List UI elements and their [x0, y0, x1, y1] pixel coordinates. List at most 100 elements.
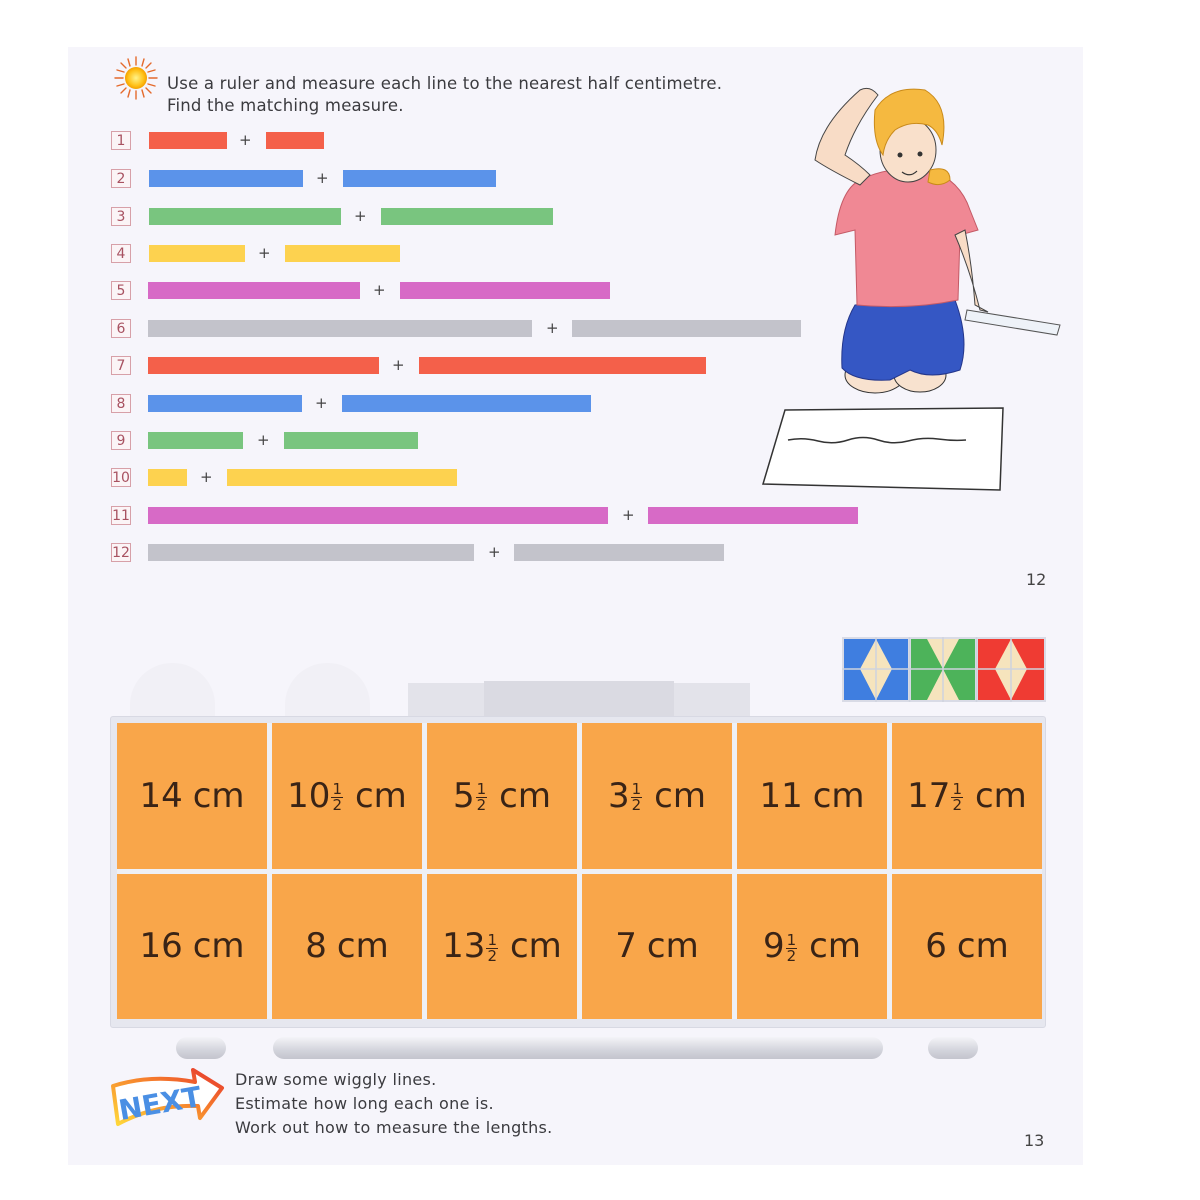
answer-card[interactable]: 8 cm — [272, 873, 422, 1019]
answer-card[interactable]: 6 cm — [892, 873, 1042, 1019]
answer-card-grid: 14 cm 10 1 2 cm 5 1 2 cm 3 1 2 cm 11 cm 17 1 2 cm 16 cm 8 cm 13 1… — [117, 723, 1042, 1019]
fraction-denominator: 2 — [952, 796, 962, 815]
question-number: 12 — [111, 543, 131, 562]
card-unit: cm — [336, 926, 389, 967]
measure-line-a — [148, 357, 379, 374]
plus-sign: + — [258, 244, 271, 262]
instruction-line: Find the matching measure. — [167, 96, 404, 115]
plus-sign: + — [316, 169, 329, 187]
measure-line-b — [342, 395, 591, 412]
measure-line-b — [400, 282, 610, 299]
fraction-numerator: 1 — [630, 780, 643, 799]
answer-card[interactable]: 17 1 2 cm — [892, 723, 1042, 869]
card-unit: cm — [499, 775, 551, 816]
question-number: 5 — [111, 281, 131, 300]
answer-card[interactable]: 10 1 2 cm — [272, 723, 422, 869]
fraction-numerator: 1 — [475, 780, 488, 799]
card-whole-number: 16 — [139, 926, 183, 967]
card-unit: cm — [646, 926, 699, 967]
card-whole-number: 6 — [925, 926, 947, 967]
card-unit: cm — [974, 775, 1027, 816]
card-whole-number: 17 — [907, 775, 951, 816]
plus-sign: + — [373, 281, 386, 299]
answer-card[interactable]: 16 cm — [117, 873, 267, 1019]
page-number-bottom: 13 — [1024, 1131, 1045, 1150]
card-unit: cm — [812, 775, 865, 816]
answer-card[interactable]: 14 cm — [117, 723, 267, 869]
card-unit: cm — [509, 926, 562, 967]
measure-line-b — [266, 132, 324, 149]
question-number: 10 — [111, 468, 131, 487]
measure-line-b — [343, 170, 496, 187]
fraction-numerator: 1 — [785, 930, 798, 949]
plus-sign: + — [257, 431, 270, 449]
question-number: 11 — [111, 506, 131, 525]
measure-line-b — [419, 357, 706, 374]
page-number-top: 12 — [1026, 570, 1047, 589]
measure-line-a — [148, 395, 302, 412]
fraction-numerator: 1 — [331, 780, 343, 799]
measure-line-b — [227, 469, 457, 486]
card-whole-number: 5 — [452, 775, 475, 816]
measure-line-a — [149, 132, 227, 149]
measure-line-a — [148, 507, 608, 524]
answer-card[interactable]: 9 1 2 cm — [737, 873, 887, 1019]
measure-line-b — [381, 208, 553, 225]
question-number: 6 — [111, 319, 131, 338]
card-whole-number: 10 — [287, 775, 331, 816]
plus-sign: + — [315, 394, 328, 412]
fraction-denominator: 2 — [332, 796, 342, 815]
fraction-numerator: 1 — [951, 780, 963, 799]
instruction-line: Use a ruler and measure each line to the… — [167, 74, 723, 93]
card-whole-number: 13 — [442, 926, 486, 967]
question-number: 2 — [111, 169, 131, 188]
card-whole-number: 11 — [759, 775, 803, 816]
answer-card[interactable]: 13 1 2 cm — [427, 873, 577, 1019]
next-line: Estimate how long each one is. — [235, 1094, 494, 1113]
question-number: 3 — [111, 207, 131, 226]
card-whole-number: 3 — [607, 775, 630, 816]
answer-card[interactable]: 3 1 2 cm — [582, 723, 732, 869]
measure-line-a — [148, 469, 187, 486]
measure-line-b — [285, 245, 400, 262]
next-arrow-icon: NEXT — [111, 1068, 224, 1127]
measure-line-a — [149, 208, 341, 225]
answer-card[interactable]: 5 1 2 cm — [427, 723, 577, 869]
fraction-denominator: 2 — [476, 796, 487, 815]
plus-sign: + — [488, 543, 501, 561]
measure-line-a — [149, 170, 303, 187]
measure-line-b — [648, 507, 858, 524]
pattern-tiles-icon — [842, 637, 1046, 702]
plus-sign: + — [200, 468, 213, 486]
tray-slot-shadow — [285, 663, 370, 723]
card-whole-number: 14 — [139, 775, 183, 816]
fraction-numerator: 1 — [486, 930, 498, 949]
measure-line-b — [284, 432, 418, 449]
measure-line-a — [148, 320, 532, 337]
measure-line-a — [148, 544, 474, 561]
next-line: Work out how to measure the lengths. — [235, 1118, 553, 1137]
answer-card[interactable]: 7 cm — [582, 873, 732, 1019]
measure-line-b — [572, 320, 801, 337]
plus-sign: + — [239, 131, 252, 149]
plus-sign: + — [392, 356, 405, 374]
question-number: 7 — [111, 356, 131, 375]
fraction-denominator: 2 — [786, 946, 797, 965]
measure-line-b — [514, 544, 724, 561]
card-whole-number: 7 — [615, 926, 637, 967]
question-number: 8 — [111, 394, 131, 413]
plus-sign: + — [546, 319, 559, 337]
question-number: 9 — [111, 431, 131, 450]
question-number: 4 — [111, 244, 131, 263]
tray-roller — [928, 1037, 978, 1059]
answer-card[interactable]: 11 cm — [737, 723, 887, 869]
question-number: 1 — [111, 131, 131, 150]
card-unit: cm — [192, 926, 245, 967]
next-line: Draw some wiggly lines. — [235, 1070, 437, 1089]
card-whole-number: 9 — [762, 926, 785, 967]
